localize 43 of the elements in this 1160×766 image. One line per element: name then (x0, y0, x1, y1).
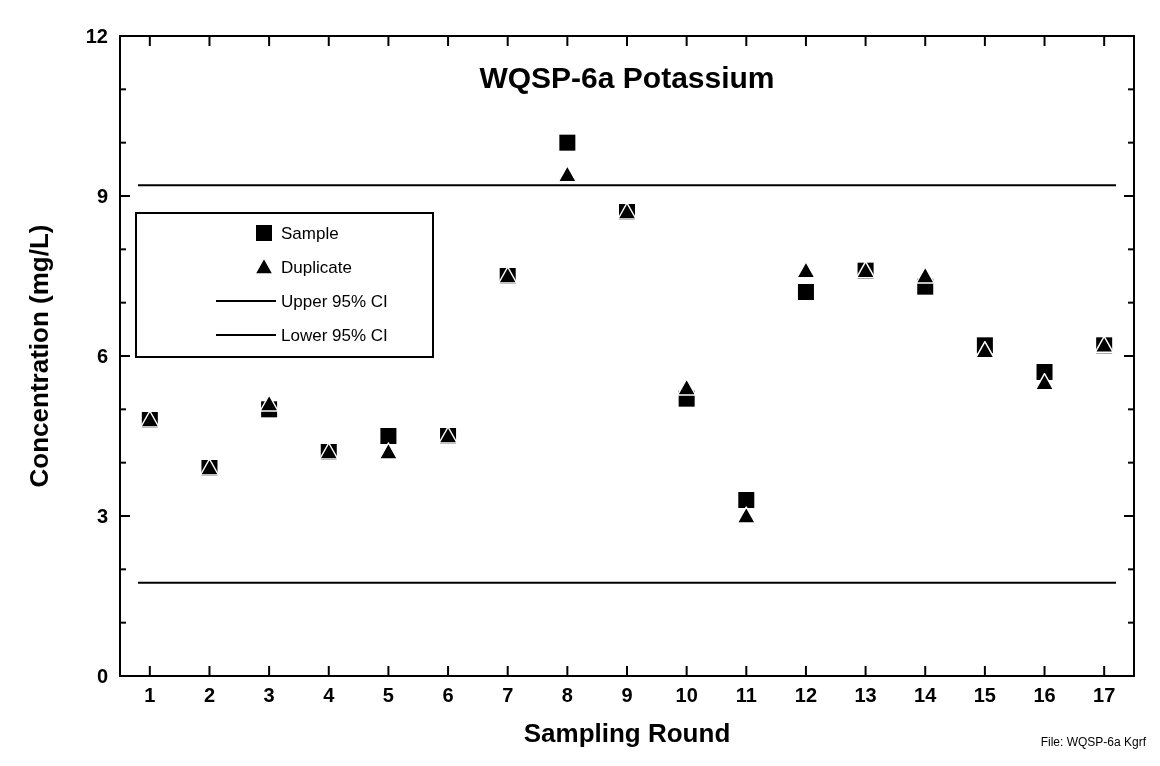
x-tick-label: 9 (621, 684, 633, 706)
x-tick-label: 12 (794, 684, 818, 706)
y-tick-label: 9 (96, 185, 108, 207)
point (559, 134, 576, 151)
x-tick-label: 2 (203, 684, 216, 706)
point (259, 394, 279, 412)
legend-label: Lower 95% CI (281, 325, 388, 345)
x-tick-label: 13 (854, 684, 877, 706)
point (1034, 372, 1055, 391)
point (736, 506, 757, 524)
point (380, 428, 397, 444)
x-tick-label: 11 (735, 684, 757, 706)
x-tick-label: 5 (382, 684, 394, 706)
point (915, 266, 935, 284)
legend-label: Upper 95% CI (281, 291, 388, 311)
y-tick-label: 12 (85, 25, 108, 47)
point (378, 442, 399, 460)
x-axis-title: Sampling Round (523, 718, 731, 748)
point (738, 492, 755, 508)
x-tick-label: 10 (675, 684, 698, 706)
x-tick-label: 4 (323, 684, 336, 706)
point (797, 284, 814, 300)
point (975, 340, 995, 359)
y-tick-label: 3 (96, 505, 108, 527)
x-tick-label: 14 (914, 684, 938, 706)
y-tick-label: 6 (96, 345, 108, 367)
text: WQSP-6a Potassium (479, 61, 775, 94)
point (557, 164, 578, 183)
point (796, 260, 816, 279)
x-tick-label: 17 (1093, 684, 1116, 706)
y-tick-label: 0 (96, 665, 108, 687)
legend-label: Sample (281, 223, 339, 243)
x-tick-label: 15 (973, 684, 997, 706)
legend-label: Duplicate (281, 257, 352, 277)
x-tick-label: 8 (561, 684, 573, 706)
x-tick-label: 3 (263, 684, 275, 706)
x-tick-label: 16 (1033, 684, 1056, 706)
point (676, 378, 697, 396)
text: File: WQSP-6a Kgrf (1040, 735, 1147, 749)
x-tick-label: 7 (502, 684, 514, 706)
x-tick-label: 6 (442, 684, 454, 706)
y-axis-title: Concentration (mg/L) (24, 224, 54, 488)
x-tick-label: 1 (144, 684, 156, 706)
